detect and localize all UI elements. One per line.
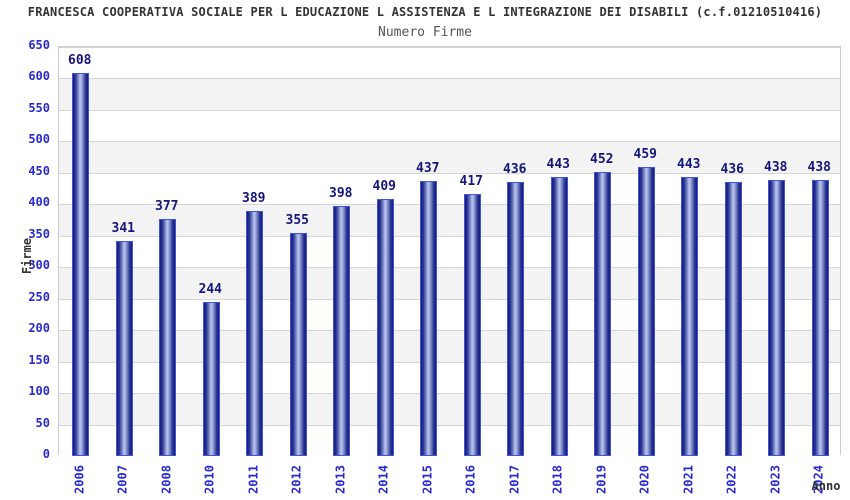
bar-value-label: 398 bbox=[329, 185, 353, 201]
y-tick-label: 100 bbox=[28, 384, 50, 399]
bar-2022 bbox=[724, 181, 742, 456]
bar-value-label: 244 bbox=[198, 282, 222, 298]
gridline bbox=[59, 330, 840, 332]
x-tick-label: 2017 bbox=[507, 465, 522, 494]
bar-value-label: 438 bbox=[807, 160, 831, 176]
x-axis-label: Anno bbox=[811, 479, 841, 493]
plot-band bbox=[59, 78, 840, 110]
x-tick-label: 2022 bbox=[724, 465, 739, 494]
plot-band bbox=[59, 235, 840, 268]
gridline bbox=[59, 141, 840, 143]
y-tick-label: 650 bbox=[28, 38, 50, 52]
gridline bbox=[59, 172, 840, 174]
x-tick-label: 2007 bbox=[115, 465, 130, 494]
gridline bbox=[59, 109, 840, 111]
bar-2019 bbox=[594, 171, 612, 456]
gridline bbox=[59, 361, 840, 363]
y-axis-label: Firme bbox=[20, 237, 34, 275]
y-tick-label: 50 bbox=[35, 415, 50, 430]
bar-value-label: 409 bbox=[372, 178, 396, 194]
plot-band bbox=[59, 298, 840, 331]
x-tick-label: 2014 bbox=[376, 465, 391, 494]
y-tick-label: 150 bbox=[28, 352, 50, 367]
x-tick-label: 2015 bbox=[420, 465, 435, 494]
gridline bbox=[59, 47, 840, 48]
y-tick-label: 200 bbox=[28, 321, 50, 336]
plot-band bbox=[59, 267, 840, 299]
gridline bbox=[59, 78, 840, 80]
bar-value-label: 452 bbox=[590, 151, 614, 167]
bar-value-label: 355 bbox=[285, 212, 309, 228]
bar-2011 bbox=[246, 211, 264, 456]
x-tick-label: 2010 bbox=[202, 465, 217, 494]
plot-band bbox=[59, 172, 840, 205]
bar-value-label: 417 bbox=[459, 173, 483, 189]
x-tick-label: 2023 bbox=[768, 465, 783, 494]
x-tick-label: 2006 bbox=[72, 465, 87, 494]
bar-2007 bbox=[115, 241, 133, 456]
bar-2020 bbox=[637, 167, 655, 456]
x-tick-label: 2008 bbox=[159, 465, 174, 494]
plot-band bbox=[59, 204, 840, 236]
bar-2008 bbox=[159, 218, 177, 456]
x-tick-label: 2012 bbox=[289, 465, 304, 494]
x-tick-label: 2021 bbox=[681, 465, 696, 494]
gridline bbox=[59, 235, 840, 237]
bar-2018 bbox=[550, 177, 568, 456]
bar-value-label: 438 bbox=[764, 160, 788, 176]
gridline bbox=[59, 393, 840, 395]
bar-value-label: 437 bbox=[416, 161, 440, 177]
bar-2017 bbox=[507, 181, 525, 456]
x-tick-label: 2013 bbox=[333, 465, 348, 494]
bar-value-label: 608 bbox=[68, 53, 92, 69]
y-tick-label: 500 bbox=[28, 132, 50, 147]
bar-value-label: 436 bbox=[720, 161, 744, 177]
plot-area bbox=[58, 46, 841, 456]
bar-value-label: 377 bbox=[155, 198, 179, 214]
x-tick-label: 2019 bbox=[594, 465, 609, 494]
gridline bbox=[59, 267, 840, 269]
gridline bbox=[59, 204, 840, 206]
x-tick-label: 2018 bbox=[550, 465, 565, 494]
bar-2014 bbox=[376, 198, 394, 456]
chart-subtitle: Numero Firme bbox=[378, 25, 472, 40]
plot-band bbox=[59, 361, 840, 394]
y-tick-label: 400 bbox=[28, 195, 50, 210]
bar-2010 bbox=[202, 302, 220, 456]
bar-2024 bbox=[811, 180, 829, 456]
plot-band bbox=[59, 109, 840, 142]
bar-2012 bbox=[289, 232, 307, 456]
y-tick-label: 0 bbox=[42, 447, 50, 461]
x-tick-label: 2020 bbox=[637, 465, 652, 494]
chart-title: FRANCESCA COOPERATIVA SOCIALE PER L EDUC… bbox=[27, 5, 823, 19]
bar-value-label: 443 bbox=[677, 157, 701, 173]
bar-value-label: 436 bbox=[503, 161, 527, 177]
gridline bbox=[59, 424, 840, 426]
plot-band bbox=[59, 330, 840, 362]
plot-band bbox=[59, 424, 840, 456]
bar-value-label: 389 bbox=[242, 191, 266, 207]
bar-value-label: 443 bbox=[546, 157, 570, 173]
y-tick-label: 250 bbox=[28, 289, 50, 304]
y-tick-label: 300 bbox=[28, 258, 50, 273]
plot-band bbox=[59, 141, 840, 173]
bar-2016 bbox=[463, 193, 481, 456]
x-tick-label: 2016 bbox=[463, 465, 478, 494]
y-tick-label: 600 bbox=[28, 69, 50, 84]
y-tick-label: 450 bbox=[28, 163, 50, 178]
bar-2015 bbox=[420, 181, 438, 456]
bar-2013 bbox=[333, 205, 351, 456]
bar-2023 bbox=[768, 180, 786, 456]
y-tick-label: 350 bbox=[28, 226, 50, 241]
bar-value-label: 341 bbox=[111, 221, 135, 237]
plot-band bbox=[59, 393, 840, 425]
plot-band bbox=[59, 47, 840, 79]
bar-value-label: 459 bbox=[633, 147, 657, 163]
gridline bbox=[59, 298, 840, 300]
bar-2006 bbox=[72, 73, 90, 456]
bar-2021 bbox=[681, 177, 699, 456]
y-tick-label: 550 bbox=[28, 100, 50, 115]
x-tick-label: 2011 bbox=[246, 465, 261, 494]
